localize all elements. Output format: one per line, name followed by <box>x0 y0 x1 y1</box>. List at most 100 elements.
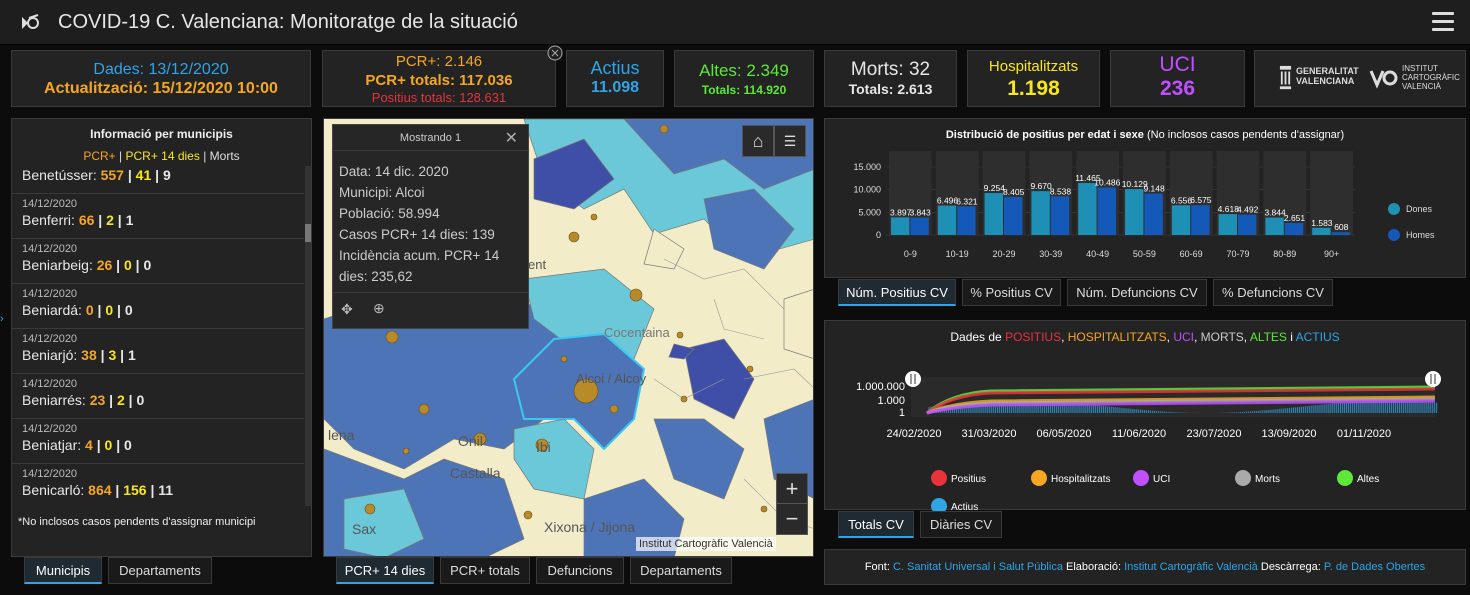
list-item[interactable]: 14/12/2020Benetússer: 557 | 41 | 9 <box>12 166 304 194</box>
tab-num-positius[interactable]: Núm. Positius CV <box>838 279 956 306</box>
zoom-in-button[interactable]: + <box>776 473 808 505</box>
bar-homes[interactable] <box>1331 232 1350 235</box>
tab-daily-cv[interactable]: Diàries CV <box>920 511 1002 538</box>
legend-separator: | <box>115 149 126 163</box>
item-sep: | <box>93 302 106 318</box>
source-label: Font: <box>864 561 890 573</box>
x-tick-label: 70-79 <box>1226 249 1249 259</box>
range-handle[interactable] <box>1425 371 1441 387</box>
legend-label: Positius <box>951 474 986 485</box>
bar-dones[interactable] <box>1312 227 1331 235</box>
item-pcr: 0 <box>85 302 94 318</box>
item-deaths: 9 <box>162 167 171 183</box>
data-label: 10.486 <box>1094 177 1120 187</box>
bar-dones[interactable] <box>937 205 957 235</box>
item-deaths: 1 <box>125 212 134 228</box>
close-icon[interactable]: ✕ <box>504 130 518 147</box>
source-link[interactable]: C. Sanitat Universal i Salut Pública <box>892 561 1063 573</box>
bar-dones[interactable] <box>891 217 910 235</box>
bar-dones[interactable] <box>1031 191 1050 235</box>
range-handle[interactable] <box>905 371 921 387</box>
gva-logo-text: GENERALITAT VALENCIANA <box>1296 66 1359 86</box>
tab-pct-defuncions[interactable]: % Defuncions CV <box>1213 279 1333 306</box>
download-label: Descàrrega: <box>1260 561 1321 573</box>
tab-municipis[interactable]: Municipis <box>24 557 102 584</box>
bar-homes[interactable] <box>1004 196 1023 235</box>
tab-pcr-total[interactable]: PCR+ totals <box>440 557 530 584</box>
popup-line: Incidència acum. PCR+ 14 dies: 235,62 <box>339 248 500 284</box>
bar-homes[interactable] <box>957 206 976 235</box>
zoom-to-icon[interactable]: ⊕ <box>373 300 385 316</box>
map-view[interactable]: Cocentaina Alcoi / Alcoy Onil Ibi Castal… <box>323 118 814 557</box>
tab-pcr14[interactable]: PCR+ 14 dies <box>336 557 434 584</box>
item-name: Beniarbeig: <box>22 257 93 273</box>
tab-totals-cv[interactable]: Totals CV <box>838 511 914 538</box>
item-values: Beniarbeig: 26 | 0 | 0 <box>22 257 294 273</box>
legend-swatch[interactable] <box>1133 470 1149 486</box>
data-date: Dades: 13/12/2020 <box>93 61 229 78</box>
data-label: 9.254 <box>984 183 1006 193</box>
tab-departaments[interactable]: Departaments <box>108 557 212 584</box>
bar-homes[interactable] <box>910 217 929 235</box>
scrollbar-thumb[interactable] <box>305 224 311 242</box>
bar-dones[interactable] <box>1171 205 1191 235</box>
item-values: Benetússer: 557 | 41 | 9 <box>22 167 294 183</box>
item-date: 14/12/2020 <box>22 288 78 300</box>
list-icon[interactable]: ☰ <box>774 125 806 157</box>
list-item[interactable]: 14/12/2020 Benferri: 66 | 2 | 1 <box>12 194 304 239</box>
map-attribution: Institut Cartogràfic Valencià <box>636 537 776 551</box>
item-values: Beniarjó: 38 | 3 | 1 <box>22 347 294 363</box>
popup-line: Població: 58.994 <box>339 206 440 221</box>
bar-dones[interactable] <box>984 193 1003 235</box>
list-item[interactable]: 14/12/2020 Beniarrés: 23 | 2 | 0 <box>12 374 304 419</box>
legend-swatch <box>1388 229 1400 241</box>
legend-label: Morts <box>1255 474 1280 485</box>
list-item[interactable]: 14/12/2020 Benicarló: 864 | 156 | 11 <box>12 464 304 506</box>
legend-swatch[interactable] <box>1235 470 1251 486</box>
download-link[interactable]: P. de Dades Obertes <box>1323 561 1426 573</box>
tab-pct-positius[interactable]: % Positius CV <box>962 279 1061 306</box>
tab-map-departaments[interactable]: Departaments <box>630 557 732 584</box>
title-part: Dades de <box>950 330 1006 344</box>
zoom-out-button[interactable]: − <box>776 503 808 535</box>
list-item[interactable]: 14/12/2020 Beniardá: 0 | 0 | 0 <box>12 284 304 329</box>
tab-deaths[interactable]: Defuncions <box>536 557 624 584</box>
bar-homes[interactable] <box>1144 193 1163 235</box>
list-item[interactable]: 14/12/2020 Beniarjó: 38 | 3 | 1 <box>12 329 304 374</box>
map-popup: Mostrando 1 ✕ Data: 14 dic. 2020 Municip… <box>332 124 529 329</box>
item-name: Beniarjó: <box>22 347 78 363</box>
bar-homes[interactable] <box>1191 205 1210 235</box>
elaboration-link[interactable]: Institut Cartogràfic Valencià <box>1124 561 1258 573</box>
expand-icon[interactable] <box>547 45 563 61</box>
item-sep: | <box>92 437 105 453</box>
list-item[interactable]: 14/12/2020 Beniatjar: 4 | 0 | 0 <box>12 419 304 464</box>
pan-icon[interactable]: ✥ <box>341 301 353 317</box>
bar-dones[interactable] <box>1125 189 1144 235</box>
bar-dones[interactable] <box>1265 217 1284 235</box>
legend-swatch[interactable] <box>931 470 947 486</box>
legend-swatch[interactable] <box>1337 470 1353 486</box>
bar-dones[interactable] <box>1218 214 1237 235</box>
popup-footer: ✥ ⊕ <box>333 292 528 328</box>
hamburger-menu-icon[interactable] <box>1432 12 1454 32</box>
bar-homes[interactable] <box>1097 187 1116 235</box>
legend-swatch[interactable] <box>931 498 947 511</box>
bar-homes[interactable] <box>1238 214 1257 235</box>
municipal-list[interactable]: 14/12/2020Benetússer: 557 | 41 | 914/12/… <box>12 166 304 506</box>
item-name: Benicarló: <box>22 482 85 498</box>
legend-pcr: PCR+ <box>83 149 116 163</box>
bar-dones[interactable] <box>1078 183 1097 235</box>
home-icon[interactable]: ⌂ <box>742 125 774 157</box>
tab-num-defuncions[interactable]: Núm. Defuncions CV <box>1067 279 1207 306</box>
bar-homes[interactable] <box>1284 222 1304 235</box>
item-values: Beniatjar: 4 | 0 | 0 <box>22 437 294 453</box>
list-item[interactable]: 14/12/2020 Beniarbeig: 26 | 0 | 0 <box>12 239 304 284</box>
elaboration-label: Elaboració: <box>1066 561 1122 573</box>
list-scrollbar[interactable] <box>305 166 311 506</box>
popup-line: Municipi: Alcoi <box>339 185 425 200</box>
collapse-left-icon[interactable]: › <box>0 313 4 325</box>
bar-homes[interactable] <box>1050 196 1070 235</box>
legend-swatch[interactable] <box>1031 470 1047 486</box>
item-name: Benferri: <box>22 212 75 228</box>
